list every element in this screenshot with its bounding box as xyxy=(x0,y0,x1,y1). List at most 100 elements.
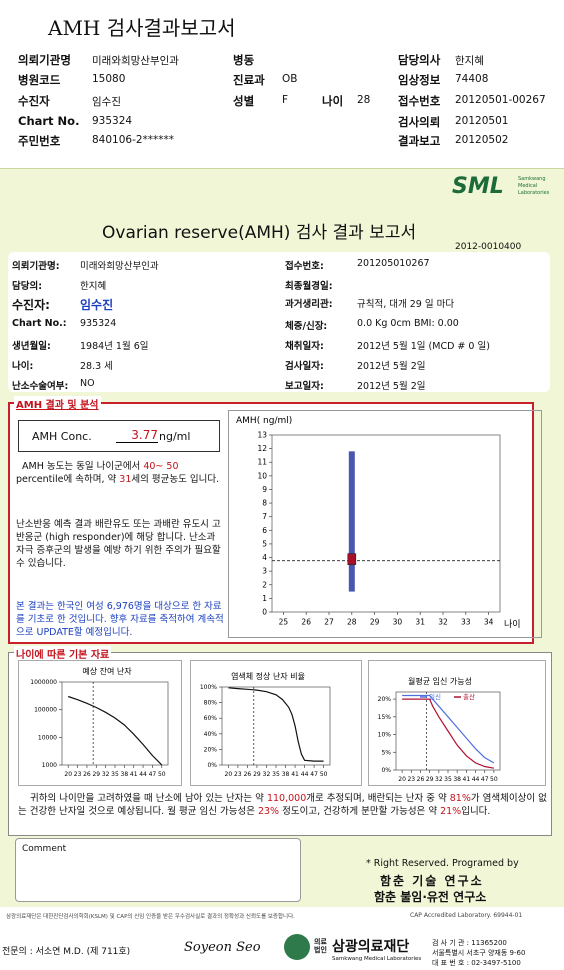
field-label: 접수번호: xyxy=(285,261,324,272)
x-tick-label: 50 xyxy=(490,776,498,783)
x-tick-label: 44 xyxy=(472,776,480,783)
x-tick-label: 26 xyxy=(244,771,252,778)
field-value: 미래와희망산부인과 xyxy=(80,261,159,272)
text: 31 xyxy=(119,474,132,485)
x-tick-label: 34 xyxy=(484,618,494,627)
x-tick-label: 23 xyxy=(234,771,242,778)
y-tick-label: 10 xyxy=(257,471,267,480)
text: 귀하의 나이만을 고려하였을 때 난소에 남아 있는 난자는 약 xyxy=(30,793,267,804)
org-name-en: Samkwang Medical Laboratories xyxy=(332,956,422,962)
header-title: AMH 검사결과보고서 xyxy=(48,16,236,40)
logo-sub: Samkwang Medical Laboratories xyxy=(518,176,550,196)
value-marker xyxy=(347,553,357,565)
conc-box xyxy=(18,420,220,452)
field-value: 20120502 xyxy=(455,134,509,146)
x-tick-label: 47 xyxy=(149,771,157,778)
plot-frame xyxy=(221,686,331,766)
field-label: 접수번호 xyxy=(398,94,441,108)
chart-title: 예상 잔여 난자 xyxy=(82,666,132,676)
chart-panel xyxy=(18,660,182,786)
field-value: 935324 xyxy=(92,115,133,127)
text: 정도이고, 건강하게 분만할 가능성은 약 xyxy=(279,806,441,817)
x-tick-label: 27 xyxy=(324,618,334,627)
x-tick-label: 26 xyxy=(83,771,91,778)
chart-title: 염색체 정상 난자 비율 xyxy=(231,671,305,681)
field-label: 담당의: xyxy=(12,281,43,292)
field-label: 의뢰기관명 xyxy=(18,53,71,67)
org-prefix: 의료법인 xyxy=(314,938,327,954)
field-value: 규칙적, 대개 29 일 마다 xyxy=(357,299,455,310)
field-label: 생년월일: xyxy=(12,341,51,352)
text: 110,000 xyxy=(266,793,307,804)
range-box xyxy=(348,451,355,592)
field-label: 나이: xyxy=(12,361,34,372)
field-label: 병원코드 xyxy=(18,73,61,87)
doctor: 전문의 : 서소연 M.D. (제 711호) xyxy=(2,947,131,957)
chart-title: 월평균 임신 가능성 xyxy=(408,676,472,686)
data-line xyxy=(402,698,495,769)
amh-para-1: AMH 농도는 동일 나이군에서 40~ 50 percentile에 속하며,… xyxy=(16,460,220,486)
x-tick-label: 30 xyxy=(393,618,403,627)
field-label: 나이 xyxy=(322,94,344,108)
signature: Soyeon Seo xyxy=(184,940,261,955)
y-tick-label: 4 xyxy=(262,553,267,562)
y-tick-label: 20% xyxy=(204,746,218,753)
field-label: 결과보고 xyxy=(398,134,441,148)
basic-summary: 귀하의 나이만을 고려하였을 때 난소에 남아 있는 난자는 약 110,000… xyxy=(18,792,548,818)
field-label: 의뢰기관명: xyxy=(12,261,60,272)
x-tick-label: 20 xyxy=(225,771,233,778)
field-label: Chart No.: xyxy=(12,318,67,329)
conc-value: 3.77 xyxy=(116,428,158,443)
field-label: 보고일자: xyxy=(285,381,324,392)
x-tick-label: 31 xyxy=(415,618,425,627)
data-line xyxy=(402,694,495,764)
x-tick-label: 29 xyxy=(253,771,261,778)
y-tick-label: 6 xyxy=(262,526,267,535)
legend-label: 임신 xyxy=(429,692,441,701)
y-tick-label: 100% xyxy=(200,684,217,691)
footer-notice: 삼광의료재단은 대한진단검사의학회(KSLM) 및 CAP의 신임 인증을 받은… xyxy=(6,914,295,920)
data-line xyxy=(228,687,324,762)
x-tick-label: 44 xyxy=(139,771,147,778)
y-tick-label: 3 xyxy=(262,567,267,576)
field-label: 주민번호 xyxy=(18,134,61,148)
text: 입니다. xyxy=(461,806,491,817)
field-label: 과거생리관: xyxy=(285,299,333,310)
x-tick-label: 33 xyxy=(461,618,471,627)
x-tick-label: 29 xyxy=(92,771,100,778)
x-tick-label: 29 xyxy=(426,776,434,783)
y-tick-label: 1000 xyxy=(42,762,57,769)
field-value: 한지혜 xyxy=(80,281,107,292)
chart-panel xyxy=(190,660,362,786)
field-label: 검사의뢰 xyxy=(398,115,441,129)
field-value: 2012년 5월 1일 (MCD # 0 일) xyxy=(357,341,490,352)
org-info: 검 사 기 관 : 11365200 xyxy=(432,939,507,947)
y-tick-label: 40% xyxy=(204,731,218,738)
field-label: 병동 xyxy=(233,53,255,67)
field-value: 미래와희망산부인과 xyxy=(92,55,179,67)
text: 21% xyxy=(440,806,462,817)
field-value: 임수진 xyxy=(80,298,114,312)
x-tick-label: 47 xyxy=(310,771,318,778)
basic-section xyxy=(8,652,552,836)
x-tick-label: 50 xyxy=(158,771,166,778)
text: 개로 추정되며, 배란되는 난자 중 약 xyxy=(306,793,450,804)
x-tick-label: 25 xyxy=(279,618,289,627)
field-label: 난소수술여부: xyxy=(12,381,69,392)
legend-label: 출산 xyxy=(463,692,475,701)
field-label: 성별 xyxy=(233,94,255,108)
text: 40~ 50 xyxy=(143,461,179,472)
conc-label: AMH Conc. xyxy=(32,430,92,443)
y-tick-label: 5% xyxy=(381,749,391,756)
x-tick-label: 29 xyxy=(370,618,380,627)
field-value: 840106-2****** xyxy=(92,134,175,146)
y-tick-label: 1000000 xyxy=(30,679,57,686)
credit-line: * Right Reserved. Programed by xyxy=(366,858,519,869)
field-label: 진료과 xyxy=(233,73,265,87)
report-title: Ovarian reserve(AMH) 검사 결과 보고서 xyxy=(102,223,417,243)
conc-unit: ng/ml xyxy=(159,430,191,443)
field-value: 935324 xyxy=(80,318,117,329)
field-label: 수진자: xyxy=(12,298,50,312)
data-line xyxy=(68,695,163,766)
